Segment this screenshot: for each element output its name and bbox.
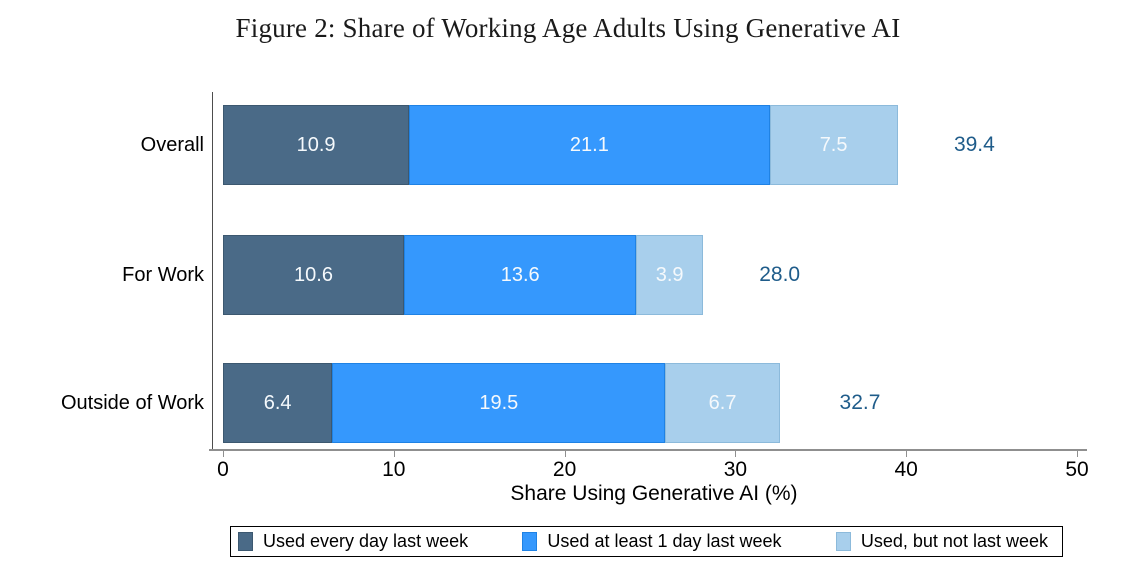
x-tick-label: 0 <box>217 458 229 481</box>
bar-value-label: 21.1 <box>569 133 609 156</box>
x-tick-label: 50 <box>1065 458 1089 481</box>
legend-swatch <box>238 532 253 551</box>
bar-value-label: 10.9 <box>296 133 336 156</box>
bar-value-label: 10.6 <box>294 263 333 286</box>
legend-item: Used, but not last week <box>835 531 1048 552</box>
y-axis-line <box>212 92 213 451</box>
category-label: Outside of Work <box>60 391 204 414</box>
bar-value-label: 19.5 <box>479 391 519 414</box>
bar-segment: 10.9 <box>223 105 410 185</box>
bar-segment: 7.5 <box>769 105 898 185</box>
legend-label: Used, but not last week <box>860 531 1048 551</box>
category-label: Overall <box>140 133 204 156</box>
bar-value-label: 3.9 <box>655 263 684 286</box>
bar-value-label: 13.6 <box>500 263 540 286</box>
bar-segment: 6.7 <box>665 363 780 443</box>
figure-title: Figure 2: Share of Working Age Adults Us… <box>235 13 901 43</box>
legend-item: Used at least 1 day last week <box>522 531 782 552</box>
legend: Used every day last week Used at least 1 … <box>230 526 1063 557</box>
bar-total-label: 28.0 <box>759 263 801 286</box>
bar-segment: 21.1 <box>409 105 770 185</box>
bar-segment: 3.9 <box>636 235 703 315</box>
x-tick-label: 10 <box>382 458 406 481</box>
legend-label: Used every day last week <box>263 531 469 551</box>
x-tick-mark <box>223 451 224 457</box>
bar-segment: 10.6 <box>223 235 405 315</box>
legend-swatch <box>835 532 851 551</box>
legend-label: Used at least 1 day last week <box>547 531 782 551</box>
x-tick-mark <box>393 451 395 457</box>
legend-item: Used every day last week <box>238 531 468 552</box>
x-axis-line <box>209 449 1087 451</box>
bar-segment: 19.5 <box>332 363 666 443</box>
bar-total-label: 39.4 <box>953 133 995 156</box>
category-label: For Work <box>122 263 204 286</box>
x-tick-mark <box>735 451 737 457</box>
bar-segment: 13.6 <box>404 235 637 315</box>
x-tick-label: 20 <box>552 458 577 481</box>
bar-value-label: 7.5 <box>819 133 848 156</box>
bar-value-label: 6.7 <box>708 391 737 414</box>
x-tick-label: 30 <box>723 458 748 481</box>
x-axis-label: Share Using Generative AI (%) <box>510 482 798 505</box>
x-tick-mark <box>564 451 566 457</box>
bar-value-label: 6.4 <box>263 391 292 414</box>
x-tick-label: 40 <box>894 458 918 481</box>
legend-swatch <box>522 532 538 551</box>
x-tick-mark <box>1077 451 1078 457</box>
bar-total-label: 32.7 <box>839 391 881 414</box>
x-tick-mark <box>906 451 908 457</box>
bar-segment: 6.4 <box>223 363 333 443</box>
